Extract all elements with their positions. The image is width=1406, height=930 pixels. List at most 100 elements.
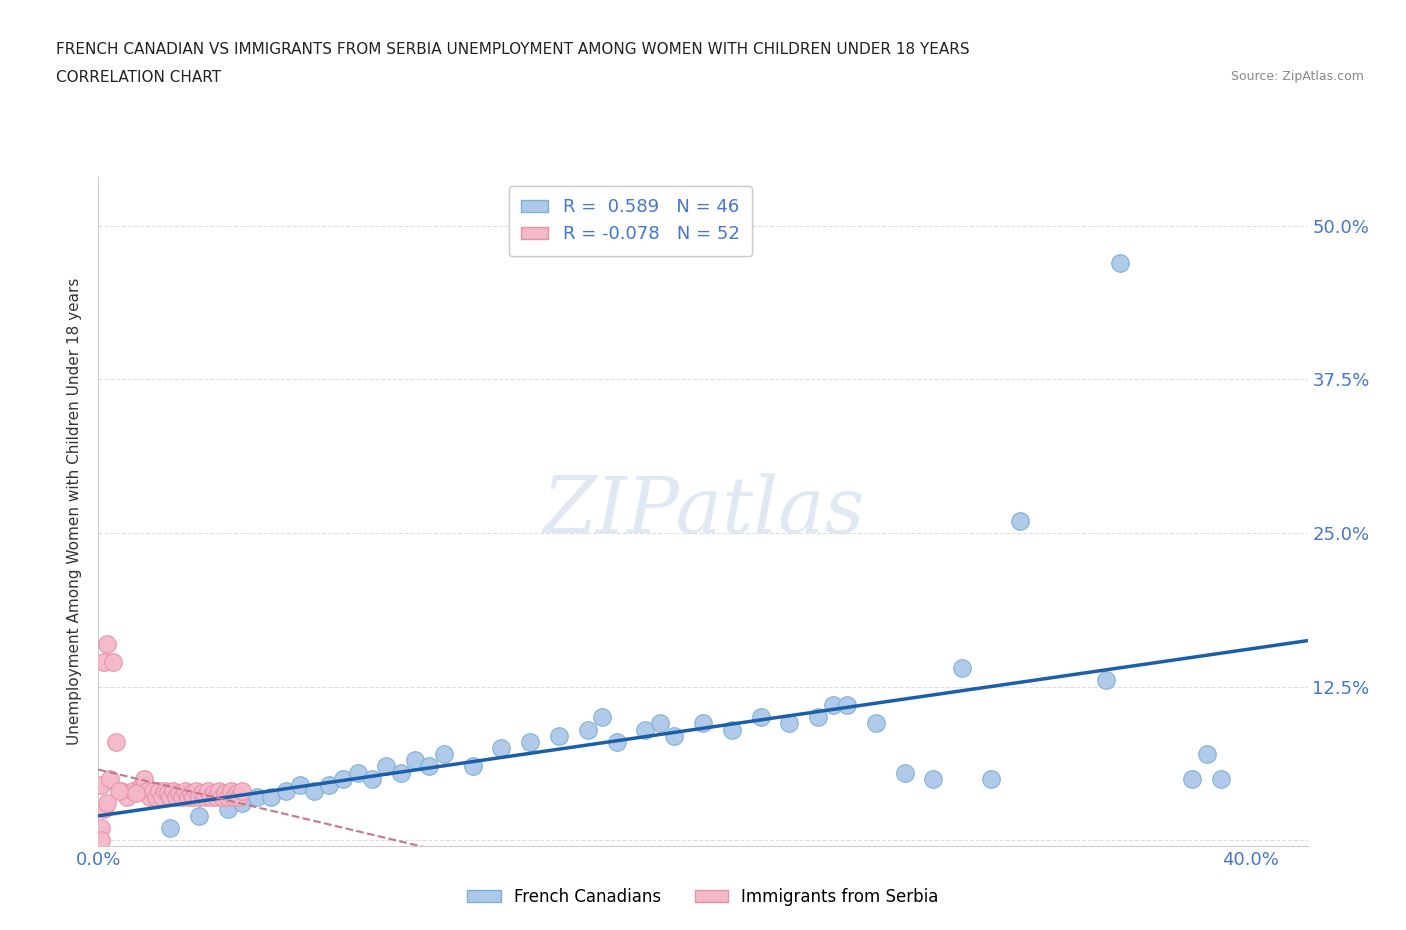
Point	[197, 784, 219, 799]
Point	[148, 784, 170, 799]
Point	[96, 796, 118, 811]
Point	[835, 698, 858, 712]
Point	[145, 790, 167, 804]
Point	[173, 784, 195, 799]
Point	[188, 790, 211, 804]
Point	[122, 784, 145, 799]
Point	[274, 784, 297, 799]
Point	[165, 790, 187, 804]
Point	[93, 802, 115, 817]
Point	[183, 790, 205, 804]
Point	[217, 802, 239, 817]
Point	[205, 790, 228, 804]
Point	[318, 777, 340, 792]
Point	[346, 765, 368, 780]
Point	[90, 832, 112, 847]
Point	[260, 790, 283, 804]
Point	[211, 790, 233, 804]
Point	[200, 790, 222, 804]
Point	[404, 753, 426, 768]
Point	[606, 735, 628, 750]
Point	[361, 771, 384, 786]
Point	[418, 759, 440, 774]
Point	[634, 722, 657, 737]
Point	[208, 784, 231, 799]
Point	[131, 777, 153, 792]
Point	[821, 698, 844, 712]
Point	[720, 722, 742, 737]
Point	[1181, 771, 1204, 786]
Point	[225, 786, 247, 801]
Point	[142, 784, 165, 799]
Point	[1211, 771, 1233, 786]
Point	[922, 771, 945, 786]
Point	[648, 716, 671, 731]
Point	[950, 660, 973, 675]
Point	[246, 790, 269, 804]
Point	[93, 655, 115, 670]
Point	[304, 784, 326, 799]
Point	[125, 786, 148, 801]
Point	[186, 784, 208, 799]
Point	[202, 786, 225, 801]
Point	[778, 716, 800, 731]
Point	[217, 790, 239, 804]
Point	[104, 735, 127, 750]
Point	[749, 710, 772, 724]
Y-axis label: Unemployment Among Women with Children Under 18 years: Unemployment Among Women with Children U…	[66, 278, 82, 745]
Point	[807, 710, 830, 724]
Point	[219, 784, 242, 799]
Point	[159, 820, 181, 835]
Point	[980, 771, 1002, 786]
Point	[389, 765, 412, 780]
Point	[491, 740, 513, 755]
Point	[191, 786, 214, 801]
Text: CORRELATION CHART: CORRELATION CHART	[56, 70, 221, 85]
Point	[96, 636, 118, 651]
Point	[1008, 513, 1031, 528]
Point	[115, 790, 138, 804]
Point	[153, 784, 176, 799]
Point	[159, 790, 181, 804]
Point	[128, 784, 150, 799]
Point	[692, 716, 714, 731]
Text: Source: ZipAtlas.com: Source: ZipAtlas.com	[1230, 70, 1364, 83]
Point	[107, 784, 129, 799]
Point	[90, 777, 112, 792]
Text: ZIPatlas: ZIPatlas	[541, 473, 865, 550]
Point	[231, 796, 253, 811]
Point	[222, 790, 245, 804]
Point	[591, 710, 613, 724]
Point	[519, 735, 541, 750]
Point	[136, 784, 159, 799]
Text: FRENCH CANADIAN VS IMMIGRANTS FROM SERBIA UNEMPLOYMENT AMONG WOMEN WITH CHILDREN: FRENCH CANADIAN VS IMMIGRANTS FROM SERBI…	[56, 42, 970, 57]
Point	[101, 655, 124, 670]
Point	[98, 771, 121, 786]
Point	[134, 771, 156, 786]
Point	[865, 716, 887, 731]
Point	[332, 771, 354, 786]
Point	[214, 786, 236, 801]
Point	[548, 728, 571, 743]
Point	[162, 784, 184, 799]
Point	[110, 784, 132, 799]
Point	[228, 790, 250, 804]
Point	[576, 722, 599, 737]
Point	[180, 786, 202, 801]
Point	[433, 747, 456, 762]
Legend: R =  0.589   N = 46, R = -0.078   N = 52: R = 0.589 N = 46, R = -0.078 N = 52	[509, 186, 752, 256]
Point	[188, 808, 211, 823]
Point	[461, 759, 484, 774]
Point	[1109, 255, 1132, 270]
Point	[1195, 747, 1218, 762]
Point	[170, 790, 193, 804]
Point	[664, 728, 686, 743]
Point	[139, 790, 162, 804]
Point	[1095, 673, 1118, 688]
Point	[893, 765, 915, 780]
Point	[288, 777, 311, 792]
Point	[375, 759, 398, 774]
Legend: French Canadians, Immigrants from Serbia: French Canadians, Immigrants from Serbia	[461, 881, 945, 912]
Point	[167, 786, 190, 801]
Point	[90, 820, 112, 835]
